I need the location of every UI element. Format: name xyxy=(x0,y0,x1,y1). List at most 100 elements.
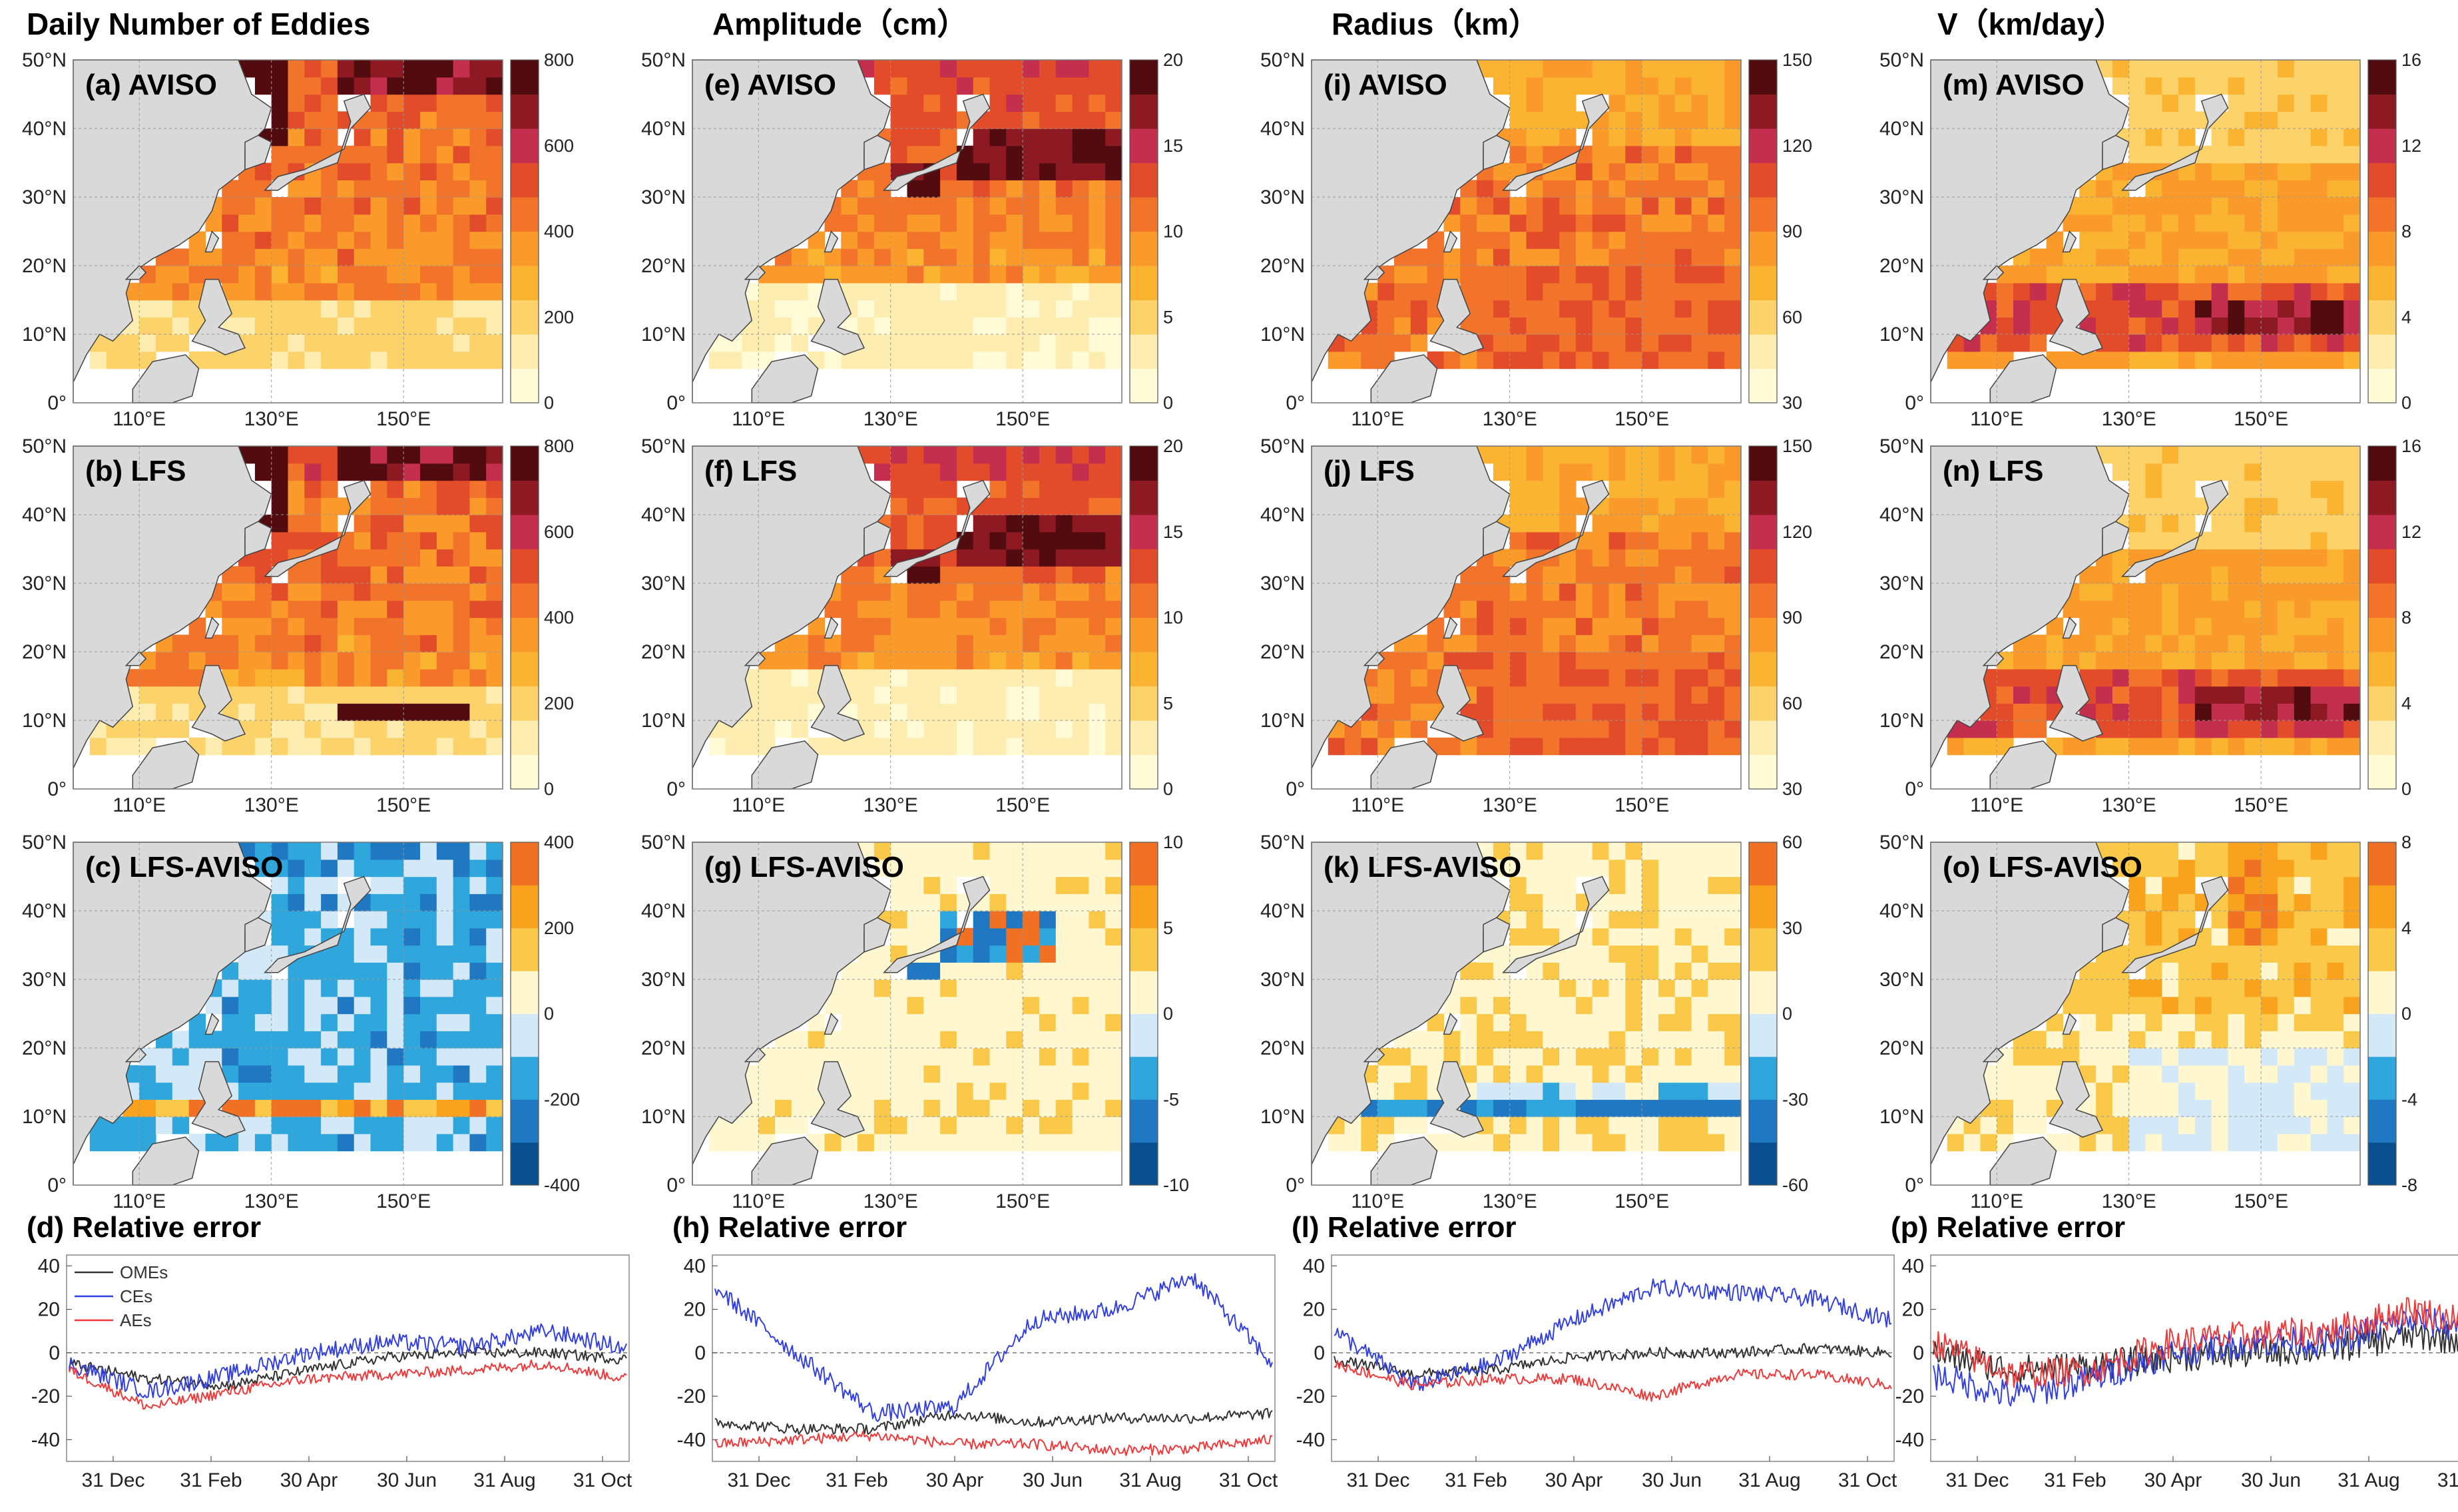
cell xyxy=(486,214,503,232)
cell xyxy=(2228,996,2245,1015)
cell xyxy=(1608,197,1626,215)
cell xyxy=(436,876,454,894)
cell xyxy=(841,979,858,997)
cell xyxy=(1674,859,1692,878)
cell xyxy=(1642,231,1659,249)
cell xyxy=(956,334,974,352)
cell xyxy=(2145,893,2162,911)
cell xyxy=(1642,77,1659,95)
cell xyxy=(2327,962,2344,980)
cell xyxy=(2244,1099,2262,1117)
cell xyxy=(2294,634,2312,652)
cell xyxy=(387,945,404,963)
cell xyxy=(2278,145,2295,164)
cell xyxy=(1691,893,1708,911)
data-cells xyxy=(1328,842,1742,1152)
cell xyxy=(1691,566,1708,584)
cell xyxy=(2244,1031,2262,1049)
cell xyxy=(321,996,338,1015)
cell xyxy=(1526,720,1543,738)
cell xyxy=(1072,94,1089,112)
cell xyxy=(2029,266,2047,284)
cell xyxy=(1658,911,1676,929)
cell xyxy=(2244,927,2262,946)
cell xyxy=(1997,1065,2014,1083)
y-tick-label: -40 xyxy=(1296,1429,1325,1451)
colorbar-tick-label: 60 xyxy=(1782,832,1802,852)
cell xyxy=(403,1133,421,1152)
cell xyxy=(2211,737,2229,756)
cell xyxy=(156,1117,173,1134)
cell xyxy=(436,1082,454,1100)
cell xyxy=(1674,128,1692,146)
cell xyxy=(2178,111,2196,129)
cell xyxy=(436,282,454,301)
cell xyxy=(1072,128,1089,146)
cell xyxy=(1642,566,1659,584)
cell xyxy=(1691,180,1708,198)
y-tick-label: 40 xyxy=(1303,1255,1325,1277)
cell xyxy=(370,893,387,911)
cell xyxy=(2310,720,2328,738)
colorbar-tick-label: 0 xyxy=(2401,1004,2411,1024)
cell xyxy=(1575,197,1593,215)
cell xyxy=(1674,1099,1692,1117)
cell xyxy=(238,248,256,266)
cell xyxy=(288,893,305,911)
cell xyxy=(321,197,338,215)
cell xyxy=(989,979,1007,997)
cell xyxy=(2261,549,2278,567)
cell xyxy=(2228,197,2245,215)
cell xyxy=(1055,128,1073,146)
cell xyxy=(2261,77,2278,95)
cell xyxy=(2310,911,2328,929)
cell xyxy=(1642,463,1659,481)
cell xyxy=(1526,334,1543,352)
cell xyxy=(1691,842,1708,860)
cell xyxy=(2162,515,2179,533)
cell xyxy=(1608,634,1626,652)
colorbar-step xyxy=(2368,617,2396,652)
cell xyxy=(1493,703,1511,721)
cell xyxy=(420,497,437,515)
cell xyxy=(1089,703,1106,721)
cell xyxy=(1006,351,1023,370)
cell xyxy=(2228,214,2245,232)
cell xyxy=(205,1133,222,1152)
cell xyxy=(1592,549,1610,567)
cell xyxy=(1708,668,1725,687)
cell xyxy=(1493,77,1511,95)
cell xyxy=(2244,162,2262,180)
cell xyxy=(2211,1082,2229,1100)
cell xyxy=(321,1048,338,1066)
cell xyxy=(1509,1048,1527,1066)
x-tick-label: 30 Jun xyxy=(2241,1469,2301,1491)
cell xyxy=(436,111,454,129)
cell xyxy=(2343,180,2361,198)
cell xyxy=(989,1013,1007,1031)
cell xyxy=(1460,652,1477,670)
cell xyxy=(973,549,991,567)
cell xyxy=(907,566,924,584)
cell xyxy=(2178,962,2196,980)
cell xyxy=(370,583,387,601)
cell xyxy=(742,351,759,370)
cell xyxy=(1023,282,1040,301)
cell xyxy=(453,282,470,301)
cell xyxy=(387,128,404,146)
cell xyxy=(1543,720,1560,738)
cell xyxy=(1493,979,1511,997)
cell xyxy=(1526,893,1543,911)
panel-label: (c) LFS-AVISO xyxy=(85,851,283,883)
cell xyxy=(1691,1117,1708,1134)
cell xyxy=(1543,351,1560,370)
cell xyxy=(1089,463,1106,481)
cell xyxy=(1023,300,1040,318)
cell xyxy=(1625,859,1642,878)
cell xyxy=(923,497,941,515)
coastline xyxy=(73,59,272,403)
cell xyxy=(1105,463,1122,481)
cell xyxy=(354,1133,371,1152)
